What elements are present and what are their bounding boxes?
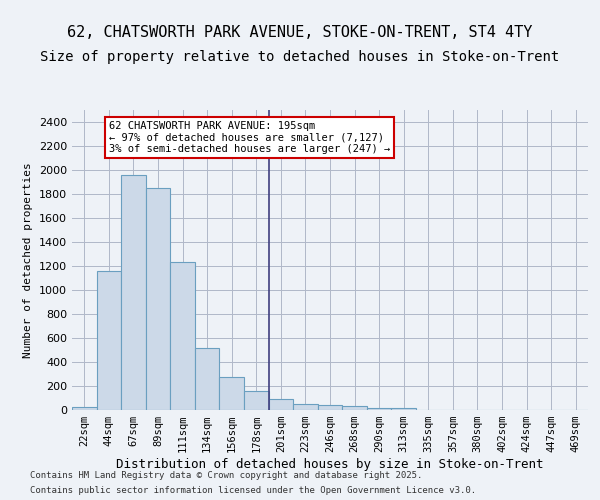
Bar [170, 262, 195, 410]
Text: Contains HM Land Registry data © Crown copyright and database right 2025.: Contains HM Land Registry data © Crown c… [30, 471, 422, 480]
Bar [342, 406, 367, 410]
X-axis label: Distribution of detached houses by size in Stoke-on-Trent: Distribution of detached houses by size … [116, 458, 544, 471]
Bar [146, 188, 170, 410]
Y-axis label: Number of detached properties: Number of detached properties [23, 162, 34, 358]
Bar [293, 404, 318, 410]
Text: 62 CHATSWORTH PARK AVENUE: 195sqm
← 97% of detached houses are smaller (7,127)
3: 62 CHATSWORTH PARK AVENUE: 195sqm ← 97% … [109, 121, 390, 154]
Bar [121, 175, 146, 410]
Bar [269, 399, 293, 410]
Bar [220, 377, 244, 410]
Bar [244, 392, 269, 410]
Text: Contains public sector information licensed under the Open Government Licence v3: Contains public sector information licen… [30, 486, 476, 495]
Bar [97, 271, 121, 410]
Text: Size of property relative to detached houses in Stoke-on-Trent: Size of property relative to detached ho… [40, 50, 560, 64]
Bar [195, 348, 220, 410]
Bar [391, 408, 416, 410]
Bar [72, 407, 97, 410]
Bar [318, 405, 342, 410]
Text: 62, CHATSWORTH PARK AVENUE, STOKE-ON-TRENT, ST4 4TY: 62, CHATSWORTH PARK AVENUE, STOKE-ON-TRE… [67, 25, 533, 40]
Bar [367, 408, 391, 410]
